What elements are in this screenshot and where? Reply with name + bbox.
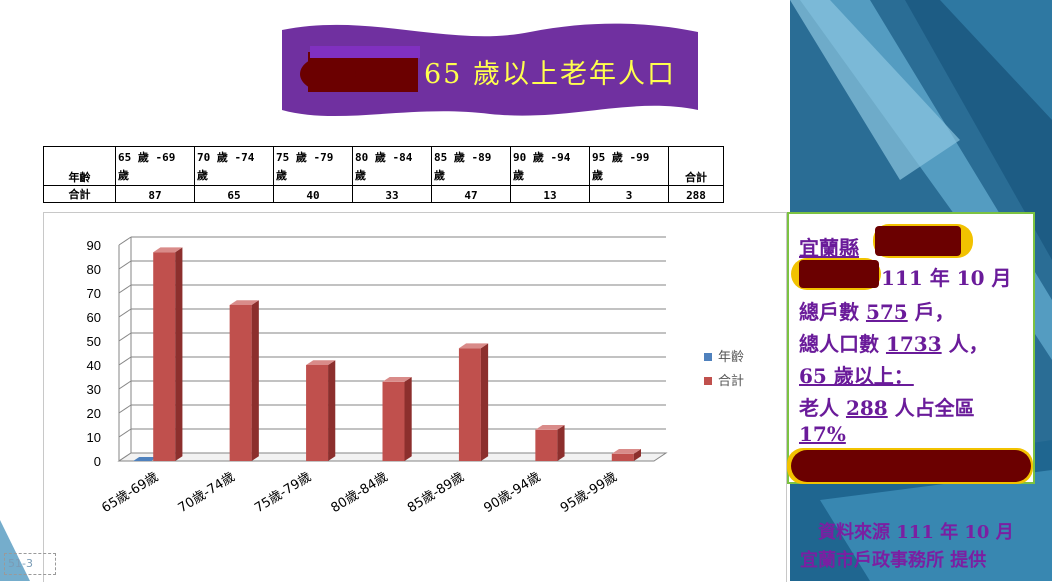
x-tick-label: 80歲-84歲 [329,470,391,517]
title-banner [282,23,698,117]
gridline-side [118,356,132,366]
bar-side [633,449,641,461]
bar-side [328,360,336,461]
bar-top [382,377,412,382]
table-header-group: 90 歲 -94 歲 [510,146,590,186]
bar-side [175,247,183,461]
legend-label: 合計 [718,373,744,389]
y-tick-label: 90 [87,238,101,253]
y-tick-label: 80 [87,262,101,277]
table-cell: 87 [115,185,195,203]
bar [458,348,481,461]
gridline-side [118,380,132,390]
source-line-1: 資料來源 111 年 10 月 [818,522,1014,543]
info-date: 111 年 10 月 [881,266,1012,290]
gridline-side [118,332,132,342]
y-tick-label: 10 [87,430,101,445]
table-header-group: 95 歲 -99 歲 [589,146,669,186]
gridline-side [118,308,132,318]
y-tick-label: 50 [87,334,101,349]
source-line-2: 宜蘭市戶政事務所 提供 [800,550,987,571]
age-table: 年齡 65 歲 -69 歲 70 歲 -74 歲 75 歲 -79 歲 80 歲… [43,146,724,203]
redaction-block [799,260,879,288]
table-cell-total: 288 [668,185,724,203]
x-tick-label: 65歲-69歲 [99,470,161,517]
gridline-side [118,428,132,438]
page-label: 51-3 [4,553,56,575]
y-tick-label: 20 [87,406,101,421]
table-header-group: 65 歲 -69 歲 [115,146,195,186]
chart-area: 0 10 20 30 40 50 60 70 80 90 65歲-69歲 70歲-74歲 75歲-79歲… [43,212,787,582]
bar-chart: 0 10 20 30 40 50 60 70 80 90 65歲-69歲 70歲-74歲 75歲-79歲… [87,236,744,517]
redaction-block [875,226,961,256]
table-cell: 33 [352,185,432,203]
y-tick-label: 30 [87,382,101,397]
table-header-group: 75 歲 -79 歲 [273,146,353,186]
bar [153,252,176,461]
table-header-group: 85 歲 -89 歲 [431,146,511,186]
x-tick-label: 90歲-94歲 [481,470,543,517]
banner-title: 65 歲以上老年人口 [424,59,676,90]
table-cell: 65 [194,185,274,203]
table-cell: 3 [589,185,669,203]
gridline-side [118,236,132,246]
x-tick-label: 85歲-89歲 [405,470,467,517]
info-county: 宜蘭縣 [799,236,859,260]
bar [229,305,252,461]
table-cell: 13 [510,185,590,203]
table-cell: 40 [273,185,353,203]
x-tick-label: 75歲-79歲 [252,470,314,517]
info-panel: 宜蘭縣 111 年 10 月 總戶數 575 戶， 總人口數 1733 人， 6… [787,212,1035,484]
bar-side [251,300,259,461]
gridline-side [118,404,132,414]
info-households: 總戶數 575 戶， [799,300,955,324]
table-cell: 47 [431,185,511,203]
legend-label: 年齡 [718,350,744,365]
info-population: 總人口數 1733 人， [799,332,989,356]
bar [382,381,405,461]
y-tick-label: 40 [87,358,101,373]
redaction-block [791,450,1031,482]
bar-top [229,300,259,305]
legend-swatch [704,353,712,361]
info-percent: 17% [799,422,846,446]
y-tick-label: 0 [94,454,101,469]
bar-series-age [133,457,158,461]
bar-top [611,449,641,454]
x-tick-label: 70歲-74歲 [176,470,238,517]
table-header-total: 合計 [668,146,724,186]
bar-side [557,425,565,461]
bar-side [404,377,412,461]
table-row-label: 合計 [43,185,116,203]
legend-swatch [704,377,712,385]
y-tick-label: 60 [87,310,101,325]
table-header-group: 80 歲 -84 歲 [352,146,432,186]
info-age-group: 65 歲以上： [799,364,914,388]
x-tick-label: 95歲-99歲 [558,470,620,517]
y-tick-label: 70 [87,286,101,301]
bar-top [458,343,489,349]
bar-side [480,343,489,461]
bar-top [535,425,565,430]
bar [535,429,558,461]
gridline-side [118,260,132,270]
gridline-side [118,284,132,294]
bar-top [306,360,336,365]
table-header-age: 年齡 [43,146,116,186]
table-header-group: 70 歲 -74 歲 [194,146,274,186]
bar-top [153,247,183,253]
bar [611,453,634,461]
bar [306,365,329,461]
info-elderly: 老人 288 人占全區 [799,396,975,420]
